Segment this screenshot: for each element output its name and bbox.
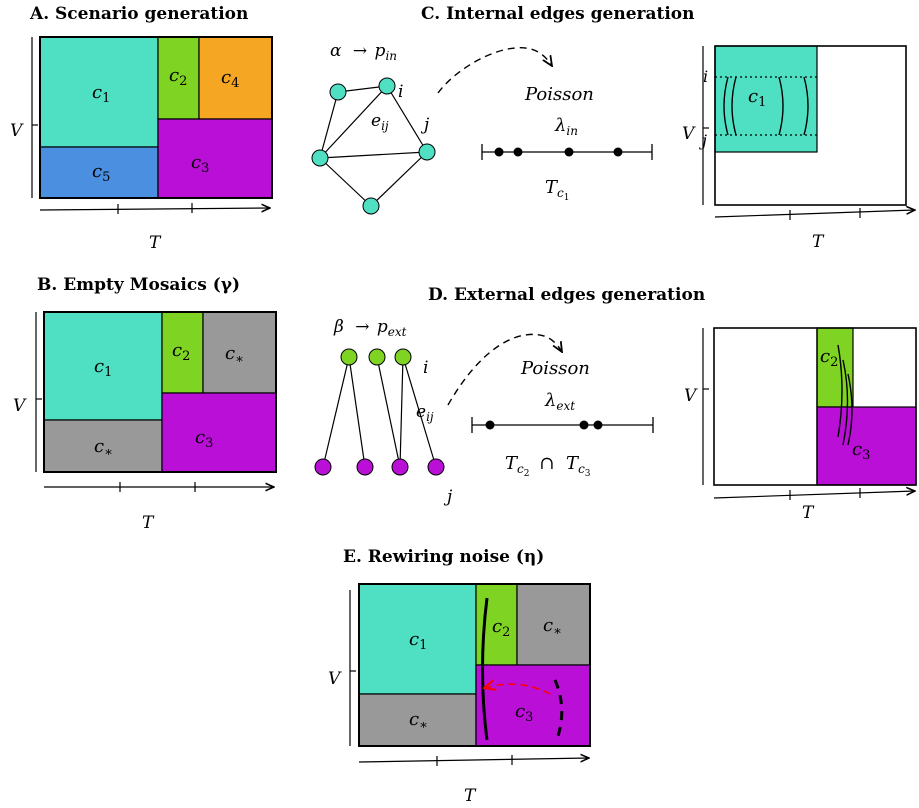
label-c3: c3 — [515, 701, 533, 725]
axis-t-label: T — [464, 786, 477, 806]
node-i-label: i — [398, 82, 403, 102]
graph-node — [391, 458, 409, 476]
node-j-label: j — [699, 131, 707, 150]
block-c3 — [161, 392, 277, 473]
block-c3 — [475, 664, 591, 747]
block-c4 — [198, 36, 273, 120]
label-c2: c2 — [172, 340, 190, 364]
label-c3: c3 — [852, 439, 870, 463]
graph-node-i — [394, 348, 412, 366]
internal-rule: α → pin — [330, 41, 397, 63]
axis-v-label: V — [684, 386, 698, 406]
label-c3: c3 — [195, 427, 213, 451]
rate-label: λext — [544, 390, 575, 413]
label-c4: c4 — [221, 67, 239, 91]
graph-node — [368, 348, 386, 366]
panel-e-mosaic: V T c1 c2 c∗ c∗ c3 — [328, 583, 591, 806]
label-c1: c1 — [92, 82, 110, 106]
graph-node — [340, 348, 358, 366]
axis-t — [714, 210, 915, 218]
rate-label: λin — [554, 115, 578, 138]
rewire-arrow — [484, 684, 551, 695]
panel-d-graph: β → pext i j eij Poisson λext Tc2 ∩ Tc3 — [314, 317, 654, 507]
graph-node — [356, 458, 374, 476]
event-point — [564, 147, 574, 157]
graph-node-j — [418, 143, 436, 161]
interval-label: Tc1 — [545, 177, 569, 203]
block-c3 — [816, 406, 917, 486]
graph-node — [311, 149, 329, 167]
graph-node-j — [427, 458, 445, 476]
panel-a-title: A. Scenario generation — [30, 4, 249, 24]
node-i-label: i — [703, 67, 708, 86]
interval-label: Tc2 ∩ Tc3 — [505, 453, 591, 481]
event-point — [579, 420, 589, 430]
event-point — [494, 147, 504, 157]
panel-c-graph: α → pin i j eij Poisson λin Tc1 — [311, 41, 653, 215]
event-point — [593, 420, 603, 430]
label-c3: c3 — [191, 152, 209, 176]
axis-t-label: T — [802, 503, 815, 523]
panel-d-title: D. External edges generation — [428, 285, 706, 305]
event-point — [513, 147, 523, 157]
panel-e-title: E. Rewiring noise (η) — [343, 547, 545, 567]
panel-c-title: C. Internal edges generation — [421, 4, 695, 24]
label-c5: c5 — [92, 161, 110, 185]
label-cstar: c∗ — [543, 615, 562, 639]
graph-node — [329, 83, 347, 101]
panel-a-mosaic: V T c1 c2 c4 c5 c3 — [10, 36, 273, 253]
axis-t — [713, 491, 915, 499]
poisson-label: Poisson — [524, 84, 594, 105]
event-point — [485, 420, 495, 430]
rewired-edge — [553, 679, 564, 743]
panel-d-mosaic: V T c2 c3 — [684, 327, 917, 523]
label-cstar: c∗ — [94, 436, 113, 460]
axis-t-label: T — [149, 233, 162, 253]
label-c1: c1 — [94, 356, 112, 380]
label-cstar: c∗ — [225, 343, 244, 367]
axis-v-label: V — [328, 669, 342, 689]
axis-t-label: T — [142, 513, 155, 533]
block-c3 — [157, 118, 273, 199]
dashed-arrow — [437, 47, 552, 94]
axis-v-label: V — [682, 124, 696, 144]
panel-c-mosaic: i j V T c1 — [682, 45, 915, 252]
graph-node-i — [378, 77, 396, 95]
external-rule: β → pext — [333, 317, 407, 339]
node-i-label: i — [423, 358, 428, 378]
axis-t — [358, 758, 589, 762]
axis-t — [39, 208, 270, 210]
removed-edge — [481, 597, 489, 741]
label-c2: c2 — [169, 65, 187, 89]
graph-node — [314, 458, 332, 476]
label-c1: c1 — [409, 629, 427, 653]
edge-label: eij — [371, 111, 389, 133]
dashed-arrow — [447, 333, 562, 406]
panel-b-mosaic: V T c1 c2 c∗ c∗ c3 — [13, 311, 277, 533]
label-cstar: c∗ — [409, 709, 428, 733]
axis-t-label: T — [812, 232, 825, 252]
event-point — [613, 147, 623, 157]
label-c2: c2 — [820, 346, 838, 370]
label-c2: c2 — [492, 616, 510, 640]
axis-v-label: V — [13, 396, 27, 416]
axis-v-label: V — [10, 121, 24, 141]
block-c2 — [161, 311, 204, 394]
node-j-label: j — [420, 115, 430, 135]
poisson-label: Poisson — [520, 358, 590, 379]
graph-node — [362, 197, 380, 215]
edge-label: eij — [416, 402, 434, 424]
label-c1: c1 — [748, 86, 766, 110]
panel-b-title: B. Empty Mosaics (γ) — [37, 275, 241, 295]
node-j-label: j — [443, 487, 453, 507]
